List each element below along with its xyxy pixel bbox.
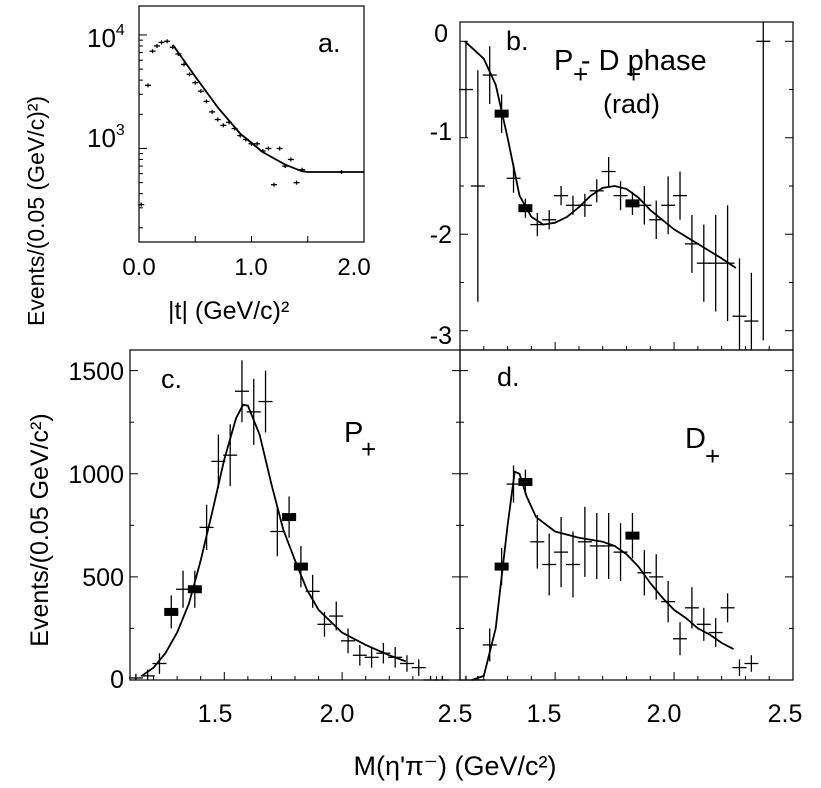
figure-xlabel: M(η'π⁻) (GeV/c²) — [353, 751, 556, 781]
panel-b-ytick-label: -3 — [430, 322, 452, 350]
panel-d-xtick-label: 2.5 — [768, 700, 803, 728]
fit-curve — [464, 40, 737, 269]
panel-c-xtick-label: 2.5 — [438, 700, 473, 728]
panel-d-marks — [458, 465, 759, 681]
panel-a-ylabel: Events/(0.05 (GeV/c)²) — [23, 96, 49, 326]
panel-d-ticks — [460, 370, 794, 681]
panel-b-annotation-sub: + — [626, 59, 641, 89]
panel-d-label: d. — [497, 362, 520, 392]
panel-a-ytick-label: 103 — [87, 122, 125, 153]
panel-a-xlabel: |t| (GeV/c)² — [168, 297, 289, 325]
panel-a-xtick-label: 2.0 — [337, 254, 370, 281]
data-point-box — [494, 562, 509, 571]
panel-c-ytick-label: 500 — [82, 564, 124, 592]
panel-d-xtick-label: 2.0 — [647, 700, 682, 728]
panel-b-ytick-label: -2 — [430, 221, 452, 249]
fit-curve — [141, 403, 407, 677]
panel-d-frame — [459, 349, 794, 681]
panel-a-ticks — [138, 34, 365, 242]
fit-curve — [172, 44, 364, 173]
panel-b-annotation: P - D phase — [554, 45, 707, 77]
panel-b-ticks — [460, 40, 794, 350]
data-point-box — [293, 562, 308, 571]
panel-c-label: c. — [161, 364, 182, 394]
panel-b-annotation-unit: (rad) — [603, 89, 660, 119]
panel-b-ytick-label: -1 — [430, 118, 452, 146]
marks-layer — [128, 22, 771, 681]
fit-curve — [471, 470, 734, 681]
data-point-box — [518, 204, 533, 213]
data-point-box — [625, 199, 640, 208]
panel-c-xtick-label: 2.0 — [320, 700, 355, 728]
panel-a-label: a. — [318, 28, 341, 58]
panel-c-ytick-label: 1000 — [68, 461, 124, 489]
panel-b-annotation-sub: + — [573, 59, 588, 89]
panel-c-ytick-label: 1500 — [68, 358, 124, 386]
data-point-box — [187, 585, 202, 594]
panel-d-annotation: D — [685, 423, 706, 455]
data-point-box — [282, 513, 297, 522]
panel-d-annotation-sub: + — [705, 441, 720, 471]
data-point-box — [518, 478, 533, 486]
panel-b-ytick-label: 0 — [434, 20, 448, 48]
panel-d-xtick-label: 1.5 — [527, 700, 562, 728]
panel-c-annotation: P — [344, 417, 363, 449]
ticks-layer — [130, 34, 794, 681]
panel-b-marks — [458, 22, 771, 350]
panel-c-ytick-label: 0 — [110, 666, 124, 694]
panel-a-xtick-label: 1.0 — [234, 254, 267, 281]
panel-a-marks — [138, 39, 364, 207]
panel-b-label: b. — [506, 26, 529, 56]
panel-c-xtick-label: 1.5 — [198, 700, 233, 728]
panel-a-xtick-label: 0.0 — [122, 254, 155, 281]
panel-c-ticks — [130, 370, 461, 681]
data-point-box — [625, 531, 640, 540]
panel-c-annotation-sub: + — [361, 434, 376, 464]
data-point-box — [164, 607, 179, 616]
panel-a-ytick-label: 104 — [87, 22, 125, 53]
panel-c-marks — [128, 360, 450, 681]
figure-ylabel: Events/(0.05 GeV/c²) — [26, 413, 54, 646]
